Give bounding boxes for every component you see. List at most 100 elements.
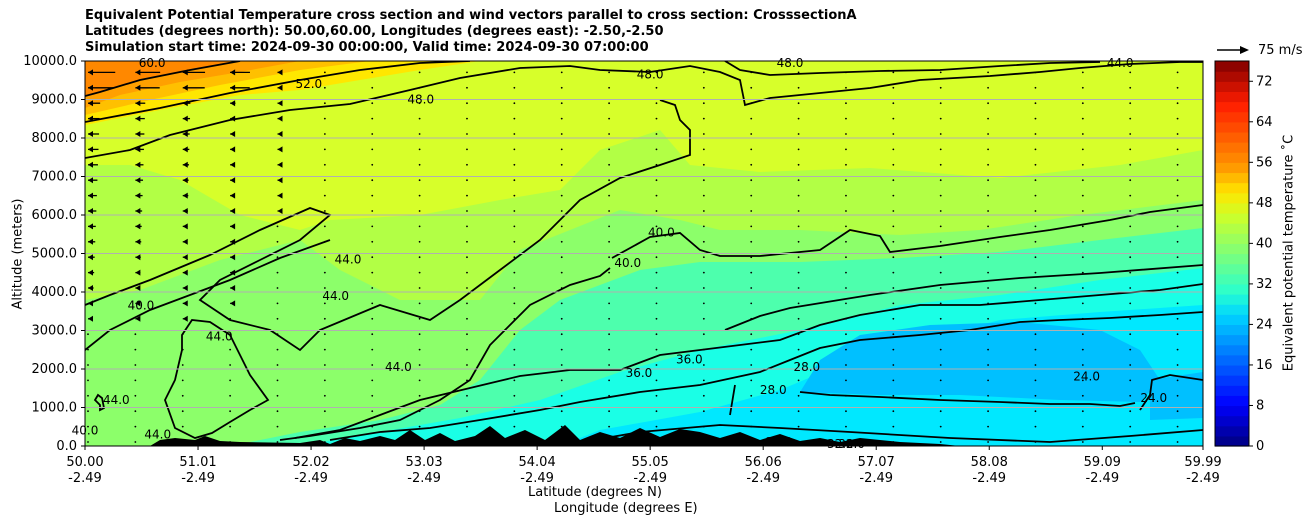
wind-dot bbox=[1176, 240, 1179, 243]
wind-dot bbox=[1081, 102, 1084, 105]
wind-dot bbox=[229, 425, 232, 428]
wind-dot bbox=[229, 410, 232, 413]
wind-dot bbox=[750, 133, 753, 135]
wind-dot bbox=[892, 148, 895, 151]
colorbar-segment bbox=[1215, 81, 1249, 92]
wind-dot bbox=[608, 179, 611, 182]
wind-dot bbox=[939, 117, 942, 120]
wind-arrow-head bbox=[88, 300, 93, 307]
wind-dot bbox=[1081, 333, 1084, 336]
wind-dot bbox=[892, 317, 895, 320]
wind-dot bbox=[323, 364, 326, 366]
contour-label: 44.0 bbox=[1107, 56, 1134, 70]
wind-dot bbox=[845, 302, 847, 305]
wind-dot bbox=[797, 225, 800, 228]
wind-dot bbox=[845, 271, 847, 274]
wind-dot bbox=[987, 86, 989, 89]
wind-dot bbox=[1176, 271, 1179, 274]
wind-arrow-head bbox=[277, 131, 283, 137]
wind-dot bbox=[323, 71, 326, 74]
contour-44-small bbox=[93, 393, 106, 412]
wind-dot bbox=[797, 333, 800, 336]
colorbar-segment bbox=[1215, 425, 1249, 437]
wind-arrow-head bbox=[230, 69, 236, 76]
wind-dot bbox=[1176, 302, 1179, 305]
wind-dot bbox=[371, 302, 374, 305]
wind-dot bbox=[276, 240, 279, 243]
contour-60 bbox=[85, 61, 241, 97]
colorbar-tick-label: 48 bbox=[1256, 196, 1273, 211]
wind-dot bbox=[1129, 117, 1132, 120]
wind-dot bbox=[418, 240, 421, 243]
quiver-key-label: 75 m/s bbox=[1258, 43, 1303, 58]
wind-dot bbox=[939, 317, 942, 320]
wind-dot bbox=[276, 379, 279, 382]
colorbar-frame bbox=[1214, 60, 1250, 447]
contour-label: 44.0 bbox=[103, 393, 130, 407]
wind-dot bbox=[939, 394, 942, 397]
wind-dot bbox=[987, 210, 989, 212]
wind-arrow-head bbox=[182, 84, 188, 91]
wind-dot bbox=[1034, 194, 1037, 197]
colorbar-segment bbox=[1215, 61, 1249, 72]
wind-dot bbox=[655, 86, 658, 89]
wind-dot bbox=[418, 256, 421, 259]
wind-dot bbox=[608, 163, 611, 166]
wind-dot bbox=[1081, 441, 1084, 443]
wind-dot bbox=[1176, 102, 1179, 105]
wind-dot bbox=[750, 317, 753, 320]
wind-arrow-head bbox=[88, 115, 93, 122]
wind-arrow-head bbox=[230, 177, 236, 184]
wind-dot bbox=[608, 225, 611, 228]
colorbar-segment bbox=[1215, 273, 1249, 285]
wind-arrow-head bbox=[230, 238, 236, 245]
wind-dot bbox=[845, 364, 847, 366]
wind-dot bbox=[418, 194, 421, 197]
y-tick-label: 9000.0 bbox=[32, 93, 78, 108]
wind-dot bbox=[181, 364, 184, 366]
wind-dot bbox=[939, 425, 942, 428]
wind-dot bbox=[939, 148, 942, 151]
wind-dot bbox=[892, 379, 895, 382]
colorbar-segment bbox=[1215, 192, 1249, 204]
colorbar-segment bbox=[1215, 253, 1249, 265]
colorbar-segment bbox=[1215, 294, 1249, 305]
terrain bbox=[150, 425, 960, 446]
wind-arrow-head bbox=[88, 254, 93, 261]
wind-arrow-head bbox=[230, 269, 236, 276]
wind-arrow-head bbox=[135, 223, 141, 230]
colorbar-tick-label: 8 bbox=[1256, 398, 1264, 413]
wind-dot bbox=[513, 179, 516, 182]
wind-dot bbox=[276, 256, 279, 259]
wind-dot bbox=[655, 287, 658, 289]
wind-dot bbox=[750, 71, 753, 74]
contour-label: 28.0 bbox=[793, 360, 820, 374]
wind-dot bbox=[702, 225, 705, 228]
colorbar-segment bbox=[1215, 405, 1249, 417]
wind-dot bbox=[134, 333, 137, 336]
wind-dot bbox=[513, 379, 516, 382]
wind-arrow-head bbox=[277, 192, 283, 199]
wind-dot bbox=[750, 163, 753, 166]
colorbar-segment bbox=[1215, 172, 1249, 184]
wind-dot bbox=[655, 333, 658, 336]
wind-dot bbox=[702, 348, 705, 351]
wind-dot bbox=[1034, 148, 1037, 151]
wind-dot bbox=[1034, 287, 1037, 289]
wind-arrow-head bbox=[230, 300, 236, 307]
contour-label: 48.0 bbox=[777, 56, 804, 70]
wind-dot bbox=[323, 348, 326, 351]
wind-dot bbox=[797, 179, 800, 182]
wind-dot bbox=[87, 425, 89, 428]
wind-dot bbox=[276, 302, 279, 305]
wind-dot bbox=[1034, 102, 1037, 105]
contour-28b bbox=[729, 384, 736, 416]
wind-dot bbox=[371, 117, 374, 120]
title-line-1: Equivalent Potential Temperature cross s… bbox=[85, 8, 857, 23]
wind-dot bbox=[1129, 410, 1132, 413]
wind-dot bbox=[1129, 317, 1132, 320]
colorbar-tick-label: 64 bbox=[1256, 115, 1273, 130]
wind-dot bbox=[466, 256, 468, 259]
wind-dot bbox=[750, 225, 753, 228]
wind-arrow-head bbox=[135, 238, 141, 245]
